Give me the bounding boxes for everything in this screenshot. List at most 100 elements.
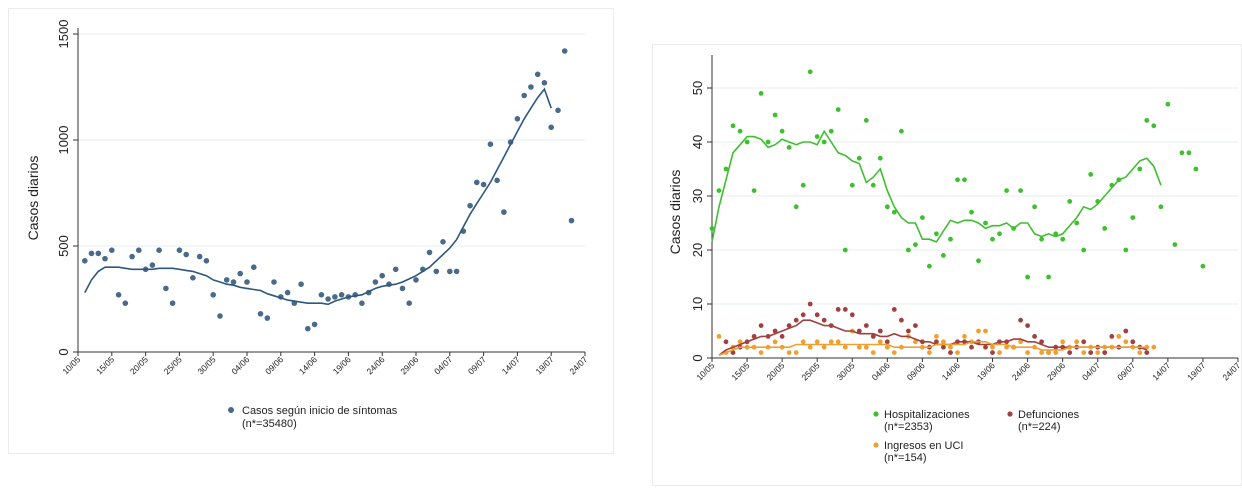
data-point bbox=[779, 128, 785, 134]
data-point bbox=[251, 264, 257, 271]
x-tick-label: 29/06 bbox=[398, 354, 420, 376]
x-tick-label: 10/05 bbox=[60, 354, 82, 376]
data-point bbox=[467, 202, 473, 209]
legend-label-def: Defunciones bbox=[1018, 409, 1080, 421]
data-point bbox=[1039, 339, 1044, 345]
data-point bbox=[1144, 350, 1150, 355]
x-tick-label: 29/06 bbox=[1045, 360, 1067, 382]
data-point bbox=[1046, 350, 1051, 355]
data-point bbox=[716, 334, 722, 339]
data-point bbox=[835, 339, 841, 345]
y-tick-label: 1000 bbox=[56, 126, 71, 155]
data-point bbox=[927, 350, 932, 355]
data-point bbox=[842, 307, 848, 312]
data-point bbox=[990, 350, 995, 355]
data-point bbox=[891, 350, 897, 355]
data-point bbox=[877, 339, 883, 345]
data-point bbox=[1046, 274, 1051, 280]
trend-line bbox=[711, 129, 1162, 243]
data-point bbox=[835, 307, 841, 312]
chart-hosp-svg: 0 10 20 30 40 50 10/05 15/05 20/05 25/05 30/05 04/0… bbox=[667, 55, 1242, 464]
x-tick-label: 09/06 bbox=[263, 354, 285, 376]
legend: Hospitalizaciones (n*=2353) Defunciones … bbox=[873, 409, 1080, 464]
data-point bbox=[561, 48, 568, 54]
data-point bbox=[163, 285, 169, 292]
data-point bbox=[1053, 350, 1059, 355]
data-point bbox=[447, 268, 453, 275]
x-tick-label: 09/07 bbox=[466, 354, 488, 376]
y-tick-label: 40 bbox=[690, 135, 705, 149]
data-point bbox=[891, 307, 897, 312]
data-point bbox=[913, 242, 918, 248]
data-point bbox=[257, 311, 264, 317]
data-point bbox=[793, 350, 799, 355]
data-point bbox=[856, 328, 862, 334]
data-point bbox=[976, 258, 981, 264]
data-point bbox=[1032, 334, 1037, 339]
legend-note-uci: (n*=154) bbox=[884, 452, 927, 464]
data-point bbox=[1053, 231, 1059, 237]
x-tick-label: 14/07 bbox=[1150, 360, 1172, 382]
data-point bbox=[88, 250, 95, 257]
x-tick-label: 09/06 bbox=[905, 360, 927, 382]
y-tick-label: 1500 bbox=[56, 20, 71, 49]
data-point bbox=[1074, 220, 1080, 226]
data-point bbox=[223, 277, 230, 283]
x-tick-label: 30/05 bbox=[195, 354, 217, 376]
data-point bbox=[1123, 328, 1129, 334]
data-point bbox=[217, 313, 223, 319]
chart-frame bbox=[8, 8, 614, 454]
data-point bbox=[1067, 350, 1073, 355]
data-point bbox=[284, 289, 291, 296]
data-point bbox=[169, 300, 176, 307]
data-point bbox=[190, 275, 196, 281]
legend-note-casos: (n*=35480) bbox=[242, 418, 297, 430]
x-tick-label: 25/05 bbox=[799, 360, 821, 382]
data-point bbox=[1032, 204, 1037, 210]
y-tick-label: 50 bbox=[690, 81, 705, 95]
legend-marker-def bbox=[1007, 411, 1013, 417]
data-point bbox=[828, 339, 834, 345]
data-point bbox=[870, 334, 876, 339]
data-point bbox=[884, 204, 890, 210]
data-point bbox=[870, 350, 876, 355]
data-point bbox=[474, 179, 480, 186]
data-point bbox=[913, 323, 918, 328]
data-point bbox=[821, 139, 827, 145]
data-point bbox=[1060, 236, 1066, 242]
data-point bbox=[1088, 172, 1094, 177]
x-tick-label: 19/07 bbox=[533, 354, 555, 376]
data-point bbox=[196, 253, 203, 260]
data-point bbox=[1151, 123, 1157, 129]
data-point bbox=[948, 236, 953, 242]
data-point bbox=[109, 247, 115, 253]
data-point bbox=[453, 268, 460, 275]
legend-label-casos: Casos según inicio de síntomas bbox=[242, 405, 398, 417]
y-tick-label: 0 bbox=[56, 348, 71, 355]
data-point bbox=[913, 339, 918, 345]
data-point bbox=[1144, 344, 1150, 350]
x-tick-label: 20/05 bbox=[764, 360, 786, 382]
trend-line bbox=[718, 341, 1147, 357]
data-point bbox=[1025, 350, 1030, 355]
data-point bbox=[835, 107, 841, 112]
data-point bbox=[555, 107, 561, 114]
data-point bbox=[814, 339, 820, 345]
data-point bbox=[941, 253, 946, 258]
data-point bbox=[842, 344, 848, 350]
data-point bbox=[372, 279, 379, 285]
data-point bbox=[807, 344, 813, 350]
data-point bbox=[1039, 350, 1044, 355]
trend-line bbox=[84, 87, 552, 306]
x-tick-label: 04/07 bbox=[432, 354, 454, 376]
data-point bbox=[737, 128, 743, 134]
data-point bbox=[997, 231, 1002, 237]
data-point bbox=[480, 181, 487, 188]
data-point bbox=[1067, 199, 1073, 204]
y-axis-label: Casos diarios bbox=[667, 170, 683, 255]
data-point bbox=[976, 328, 981, 334]
data-point bbox=[1130, 215, 1136, 221]
data-point bbox=[969, 344, 974, 350]
data-point bbox=[772, 112, 778, 118]
data-point bbox=[1081, 247, 1087, 253]
